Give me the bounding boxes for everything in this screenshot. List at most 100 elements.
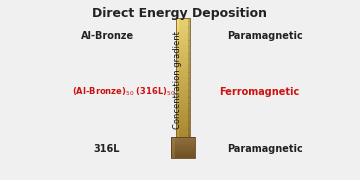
Bar <box>176 27 179 29</box>
Bar <box>176 125 179 126</box>
Bar <box>176 89 190 91</box>
Bar <box>176 108 179 109</box>
Bar <box>188 46 190 48</box>
Bar <box>176 36 190 37</box>
Bar <box>176 62 190 63</box>
Bar <box>176 86 179 87</box>
Bar <box>176 45 179 46</box>
Bar <box>176 84 190 86</box>
Bar <box>176 115 179 117</box>
Bar <box>188 20 190 22</box>
Bar <box>176 81 179 82</box>
Bar <box>171 137 194 158</box>
Bar <box>176 113 179 114</box>
Bar <box>188 73 190 74</box>
Bar <box>176 109 179 111</box>
Bar <box>176 101 190 102</box>
Bar <box>171 148 194 149</box>
Bar <box>171 154 194 155</box>
Bar <box>188 53 190 55</box>
Bar <box>188 101 190 102</box>
Bar <box>176 43 190 44</box>
Bar <box>176 123 190 125</box>
Bar <box>188 109 190 111</box>
Bar <box>188 44 190 45</box>
Bar <box>176 73 190 74</box>
Text: Direct Energy Deposition: Direct Energy Deposition <box>93 7 267 20</box>
Bar <box>176 25 190 26</box>
Bar <box>176 26 179 28</box>
Bar <box>176 57 179 58</box>
Bar <box>188 91 190 93</box>
Bar <box>188 99 190 100</box>
Bar <box>176 27 190 29</box>
Bar <box>176 101 179 102</box>
Bar <box>176 25 179 26</box>
Bar <box>188 113 190 114</box>
Bar <box>176 94 179 95</box>
Bar <box>176 105 190 106</box>
Bar <box>171 141 194 142</box>
Bar <box>176 89 179 91</box>
Bar <box>176 30 190 31</box>
Bar <box>171 144 194 145</box>
Bar <box>188 82 190 83</box>
Bar <box>176 77 179 79</box>
Bar <box>176 131 179 132</box>
Bar <box>176 109 190 111</box>
Bar <box>176 18 179 19</box>
Bar <box>176 31 190 32</box>
Bar <box>188 71 190 73</box>
Bar <box>176 67 179 68</box>
Bar <box>176 114 190 115</box>
Bar <box>176 80 179 81</box>
Bar <box>171 150 194 151</box>
Text: 316L: 316L <box>93 144 120 154</box>
Bar <box>176 106 190 107</box>
Bar <box>188 57 190 58</box>
Bar <box>176 22 179 24</box>
Bar <box>188 100 190 101</box>
Bar <box>171 143 194 144</box>
Bar <box>176 133 179 134</box>
Text: Al-Bronze: Al-Bronze <box>81 31 135 41</box>
Bar <box>171 146 194 147</box>
Bar <box>176 34 190 36</box>
Bar <box>176 53 179 55</box>
Bar <box>188 62 190 63</box>
Bar <box>176 76 179 77</box>
Bar <box>176 90 190 92</box>
Bar <box>188 68 190 69</box>
Bar <box>176 112 190 113</box>
Bar <box>176 21 179 23</box>
Bar <box>176 127 179 129</box>
Bar <box>176 84 179 86</box>
Bar <box>176 83 179 85</box>
Bar <box>176 68 190 69</box>
Bar <box>176 51 179 52</box>
Bar <box>171 137 175 158</box>
Bar <box>176 36 179 37</box>
Bar <box>176 24 190 25</box>
Bar <box>176 115 190 117</box>
Bar <box>176 63 190 64</box>
Bar <box>176 65 190 67</box>
Bar <box>176 135 190 137</box>
Bar <box>176 69 179 70</box>
Bar <box>176 134 179 136</box>
Bar <box>176 132 179 133</box>
Bar <box>176 111 190 112</box>
Bar <box>176 52 190 54</box>
Bar <box>188 42 190 43</box>
Bar <box>176 56 179 57</box>
Bar <box>176 40 179 42</box>
Bar <box>188 89 190 91</box>
Bar <box>188 94 190 95</box>
Bar <box>188 61 190 62</box>
Bar <box>176 88 179 89</box>
Bar <box>188 78 190 80</box>
Bar <box>171 155 194 156</box>
Bar <box>176 64 179 66</box>
Bar <box>176 37 179 38</box>
Bar <box>176 32 179 33</box>
